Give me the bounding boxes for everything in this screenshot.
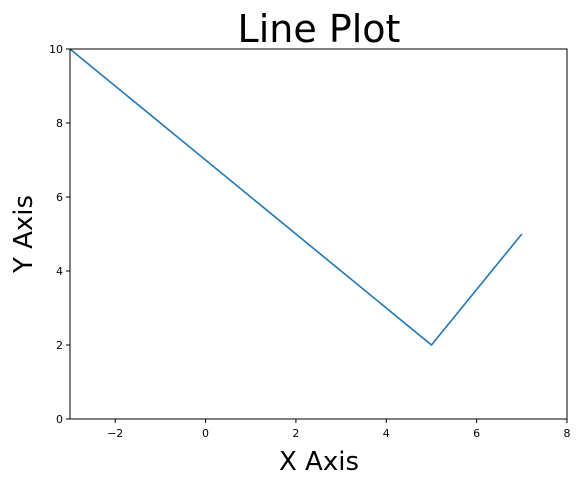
x-tick-label: 2 (292, 427, 299, 440)
y-tick-label: 10 (49, 43, 63, 56)
x-tick-label: 8 (564, 427, 571, 440)
plot-area: −2 0 2 4 6 8 0 2 4 6 8 10 (49, 43, 571, 440)
chart-title: Line Plot (238, 7, 401, 51)
y-tick-label: 0 (56, 413, 63, 426)
x-tick-label: −2 (107, 427, 123, 440)
y-tick-label: 2 (56, 339, 63, 352)
y-axis-label: Y Axis (9, 195, 39, 274)
x-tick-label: 4 (383, 427, 390, 440)
y-tick-label: 8 (56, 117, 63, 130)
series-line-0 (69, 48, 523, 346)
y-tick-label: 4 (56, 265, 63, 278)
x-tick-label: 0 (202, 427, 209, 440)
x-tick-label: 6 (473, 427, 480, 440)
axes-frame (69, 48, 568, 420)
y-tick-label: 6 (56, 191, 63, 204)
x-axis-label: X Axis (279, 447, 359, 477)
